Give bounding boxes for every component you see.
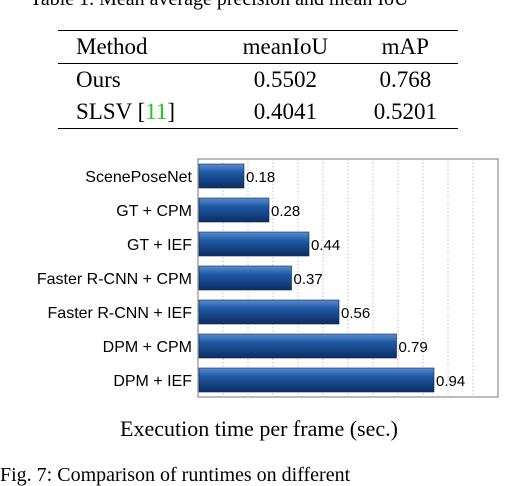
value-label: 0.56 [341, 305, 370, 322]
value-label: 0.79 [399, 339, 428, 356]
value-label: 0.94 [436, 373, 465, 390]
meaniou-cell: 0.5502 [253, 67, 318, 92]
header-map: mAP [352, 30, 458, 64]
map-cell: 0.768 [379, 67, 432, 92]
category-label: Faster R-CNN + CPM [37, 271, 192, 288]
category-label: GT + IEF [127, 237, 192, 254]
metrics-table: Method meanIoU mAP Ours 0.5502 0.768 SLS… [58, 30, 458, 129]
citation-close: ] [167, 99, 176, 124]
method-name: SLSV [76, 99, 132, 124]
bar [198, 367, 435, 393]
category-label: Faster R-CNN + IEF [48, 305, 193, 322]
value-label: 0.44 [311, 237, 340, 254]
bar [198, 299, 340, 325]
value-label: 0.28 [271, 203, 300, 220]
x-axis-label: Execution time per frame (sec.) [120, 416, 398, 441]
truncated-caption-top: Table 1. Mean average precision and mean… [30, 0, 408, 10]
category-label: ScenePoseNet [85, 169, 192, 186]
map-cell: 0.5201 [352, 96, 458, 129]
bar [198, 197, 270, 223]
method-cell: Ours [58, 64, 218, 97]
method-cell: SLSV [11] [58, 96, 219, 129]
citation-open: [ [137, 99, 146, 124]
truncated-caption-bottom: Fig. 7: Comparison of runtimes on differ… [0, 464, 351, 486]
header-meaniou: meanIoU [218, 30, 353, 64]
table-header-row: Method meanIoU mAP [58, 30, 458, 64]
citation-link[interactable]: 11 [145, 99, 168, 124]
header-method: Method [58, 30, 219, 64]
category-label: DPM + IEF [113, 373, 192, 390]
method-name: Ours [76, 67, 121, 92]
meaniou-cell: 0.4041 [218, 96, 353, 129]
runtime-bar-chart: ScenePoseNet 0.18 GT + CPM 0.28 GT + IEF 0.44… [37, 158, 499, 398]
category-label: DPM + CPM [103, 339, 192, 356]
bar [198, 265, 292, 291]
value-label: 0.18 [246, 169, 275, 186]
table-row: SLSV [11] 0.4041 0.5201 [58, 96, 458, 129]
bar [198, 163, 245, 189]
bar [198, 231, 310, 257]
category-label: GT + CPM [116, 203, 192, 220]
value-label: 0.37 [294, 271, 323, 288]
bars-group: ScenePoseNet 0.18 GT + CPM 0.28 GT + IEF 0.44… [37, 163, 465, 393]
table-row: Ours 0.5502 0.768 [58, 64, 458, 97]
bar [198, 333, 397, 359]
